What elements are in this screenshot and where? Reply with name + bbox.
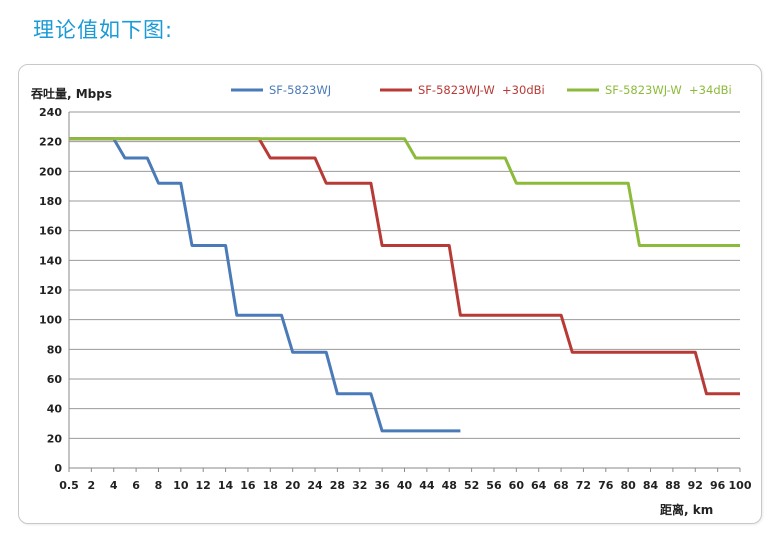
y-tick-label-200: 200 (39, 165, 62, 178)
x-tick-label-80: 80 (621, 479, 637, 492)
x-tick-label-6: 6 (132, 479, 140, 492)
series-line-1 (69, 137, 461, 433)
x-tick-label-18: 18 (263, 479, 278, 492)
y-tick-label-40: 40 (47, 403, 63, 416)
y-tick-label-60: 60 (47, 373, 63, 386)
x-tick-label-52: 52 (464, 479, 479, 492)
x-tick-label-36: 36 (374, 479, 390, 492)
x-tick-label-24: 24 (307, 479, 323, 492)
x-tick-label-20: 20 (285, 479, 301, 492)
x-tick-label-0.5: 0.5 (59, 479, 79, 492)
x-tick-label-48: 48 (442, 479, 457, 492)
x-tick-label-28: 28 (330, 479, 345, 492)
x-tick-label-68: 68 (553, 479, 568, 492)
y-tick-label-20: 20 (47, 432, 63, 445)
x-tick-label-100: 100 (729, 479, 752, 492)
grid-lines (69, 111, 740, 439)
x-tick-label-96: 96 (710, 479, 726, 492)
x-tick-label-92: 92 (688, 479, 703, 492)
y-tick-label-220: 220 (39, 136, 62, 149)
y-tick-label-0: 0 (54, 462, 62, 475)
x-tick-label-84: 84 (643, 479, 659, 492)
x-tick-label-60: 60 (509, 479, 525, 492)
series-line-3 (69, 137, 740, 247)
x-tick-label-32: 32 (352, 479, 367, 492)
series-line-2 (69, 137, 740, 396)
y-tick-label-240: 240 (39, 106, 62, 119)
y-axis-title: 吞吐量, Mbps (31, 86, 112, 101)
x-tick-label-64: 64 (531, 479, 547, 492)
legend-label-3: SF-5823WJ-W +34dBi (605, 83, 732, 97)
x-tick-label-76: 76 (598, 479, 614, 492)
y-tick-label-100: 100 (39, 314, 62, 327)
chart-frame: 0 20 40 60 80 100 120 140 160 180 200 220 240 0.5 2 4 6 8… (18, 64, 762, 524)
legend-label-2: SF-5823WJ-W +30dBi (418, 83, 545, 97)
y-tick-label-180: 180 (39, 195, 62, 208)
x-tick-label-4: 4 (110, 479, 118, 492)
x-tick-label-8: 8 (155, 479, 163, 492)
y-tick-label-80: 80 (47, 343, 63, 356)
x-tick-label-44: 44 (419, 479, 435, 492)
x-tick-label-16: 16 (240, 479, 256, 492)
page-heading: 理论值如下图: (33, 18, 174, 42)
y-tick-label-140: 140 (39, 254, 62, 267)
x-tick-label-12: 12 (196, 479, 211, 492)
legend: SF-5823WJ SF-5823WJ-W +30dBi SF-5823WJ-W +… (231, 83, 732, 97)
legend-label-1: SF-5823WJ (269, 83, 331, 97)
x-tick-label-40: 40 (397, 479, 413, 492)
x-tick-label-14: 14 (218, 479, 234, 492)
x-tick-label-72: 72 (576, 479, 591, 492)
x-tick-label-56: 56 (486, 479, 502, 492)
x-tick-label-88: 88 (665, 479, 680, 492)
x-tick-label-2: 2 (88, 479, 96, 492)
series-lines (69, 137, 740, 433)
y-tick-label-160: 160 (39, 225, 62, 238)
x-tick-label-10: 10 (173, 479, 189, 492)
y-tick-label-120: 120 (39, 284, 62, 297)
x-axis-title: 距离, km (660, 502, 713, 517)
